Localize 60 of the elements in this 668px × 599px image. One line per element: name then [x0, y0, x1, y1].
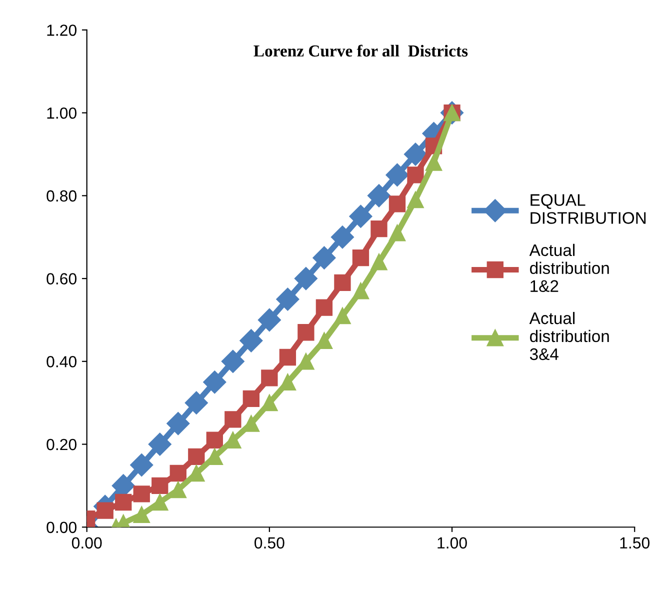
point — [370, 254, 388, 270]
point — [298, 353, 314, 370]
point — [370, 220, 388, 238]
point — [148, 432, 172, 456]
point — [242, 390, 260, 408]
y-tick-label: 0.80 — [46, 190, 76, 202]
text: Lorenz Curve for all Districts — [254, 44, 468, 57]
point — [330, 226, 354, 249]
point — [188, 448, 205, 466]
point — [407, 191, 424, 208]
point — [386, 163, 409, 186]
point — [404, 142, 427, 166]
point — [352, 249, 370, 266]
y-tick-label: 0.20 — [46, 438, 76, 450]
point — [184, 391, 208, 414]
point — [316, 299, 333, 316]
point — [96, 502, 114, 519]
y-tick-label: 0.40 — [46, 356, 76, 368]
y-tick-label: 0.00 — [46, 522, 76, 534]
point — [133, 486, 150, 502]
point — [312, 246, 336, 270]
legend-label: Actual distribution 3&4 — [529, 312, 609, 360]
point — [367, 184, 390, 208]
point — [258, 308, 281, 332]
point — [261, 394, 278, 412]
point — [133, 506, 150, 524]
point — [294, 267, 318, 290]
point — [407, 166, 424, 184]
point — [425, 154, 442, 171]
point — [115, 494, 132, 511]
point — [152, 494, 168, 511]
point — [206, 432, 223, 448]
point — [152, 477, 168, 494]
point — [221, 350, 244, 373]
point — [298, 324, 314, 341]
point — [203, 370, 226, 394]
point — [279, 348, 296, 366]
point — [130, 453, 154, 476]
point — [166, 412, 190, 436]
point — [334, 307, 351, 324]
point — [388, 196, 406, 212]
point — [388, 224, 406, 242]
point — [334, 274, 351, 292]
point — [349, 204, 372, 228]
legend-label: EQUAL DISTRIBUTION — [530, 194, 646, 224]
point — [276, 288, 300, 311]
x-tick-label: 1.00 — [438, 537, 467, 549]
y-tick-label: 1.00 — [47, 107, 76, 119]
point — [224, 411, 242, 428]
legend-label: Actual distribution 1&2 — [529, 244, 609, 292]
x-tick-label: 0.00 — [72, 537, 102, 549]
point — [170, 482, 186, 498]
x-tick-label: 0.50 — [254, 537, 284, 549]
y-tick-label: 1.20 — [47, 24, 76, 36]
point — [261, 370, 278, 386]
point — [240, 329, 263, 352]
point — [352, 282, 370, 300]
x-tick-label: 1.50 — [620, 537, 650, 549]
point — [170, 464, 186, 482]
y-tick-label: 0.60 — [46, 273, 76, 284]
